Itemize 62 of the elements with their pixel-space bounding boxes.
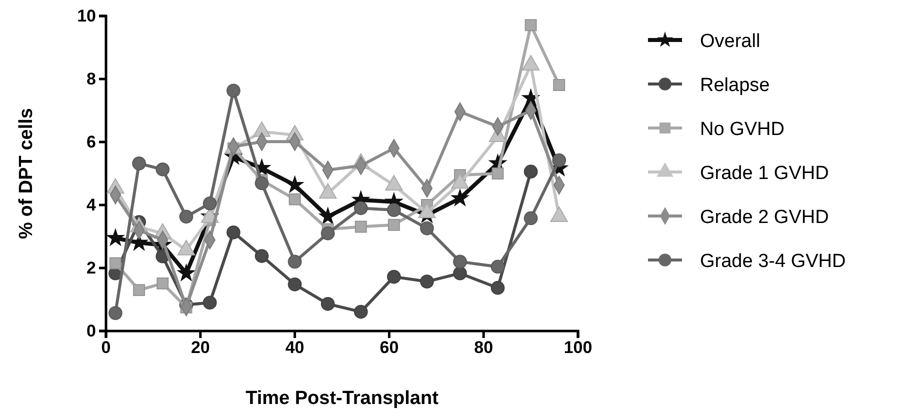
- y-tick-label: 6: [86, 132, 96, 152]
- point: [490, 260, 505, 274]
- point: [451, 189, 469, 206]
- y-tick-label: 10: [77, 6, 96, 26]
- y-axis-title: % of DPT cells: [16, 108, 37, 239]
- legend-label: Grade 1 GVHD: [700, 163, 829, 184]
- point: [132, 156, 146, 170]
- point: [522, 89, 540, 106]
- point: [156, 162, 170, 176]
- point: [553, 79, 566, 91]
- point: [320, 296, 335, 311]
- y-tick-label: 8: [86, 69, 96, 88]
- point: [288, 277, 302, 292]
- legend-label: No GVHD: [700, 119, 784, 140]
- x-tick-label: 80: [474, 338, 494, 358]
- point: [226, 225, 240, 240]
- point: [490, 280, 505, 295]
- x-tick-label: 40: [285, 338, 304, 358]
- point: [254, 176, 269, 190]
- point: [319, 208, 336, 224]
- point: [288, 193, 301, 206]
- point: [453, 254, 467, 269]
- point: [420, 274, 434, 288]
- point: [386, 203, 401, 217]
- point: [386, 270, 401, 284]
- point: [354, 304, 368, 319]
- x-tick-label: 20: [190, 338, 210, 358]
- x-tick-label: 0: [101, 338, 111, 358]
- legend-label: Overall: [700, 31, 760, 52]
- point: [133, 284, 146, 296]
- point: [354, 220, 367, 233]
- point: [320, 226, 335, 240]
- x-tick-label: 100: [564, 338, 592, 358]
- point: [388, 218, 400, 231]
- y-tick-label: 4: [86, 195, 97, 214]
- y-tick-label: 0: [86, 321, 96, 340]
- point: [109, 257, 122, 270]
- point: [552, 153, 566, 168]
- point: [453, 266, 467, 280]
- y-tick-label: 2: [86, 258, 96, 278]
- point: [156, 277, 169, 290]
- legend-label: Grade 3-4 GVHD: [700, 251, 846, 272]
- point: [524, 19, 537, 32]
- x-tick-label: 60: [380, 338, 399, 358]
- point: [288, 254, 302, 269]
- point: [179, 210, 194, 224]
- point: [202, 296, 217, 310]
- point: [286, 176, 304, 192]
- point: [524, 211, 538, 226]
- point: [420, 221, 434, 236]
- point: [178, 264, 195, 281]
- x-axis-title: Time Post-Transplant: [246, 388, 440, 409]
- point: [524, 164, 538, 179]
- point: [202, 196, 217, 210]
- point: [108, 306, 122, 320]
- legend-label: Grade 2 GVHD: [700, 207, 829, 228]
- point: [354, 201, 368, 216]
- legend-label: Relapse: [700, 75, 770, 96]
- point: [106, 229, 124, 246]
- point: [492, 168, 504, 180]
- point: [254, 249, 269, 263]
- point: [226, 84, 240, 98]
